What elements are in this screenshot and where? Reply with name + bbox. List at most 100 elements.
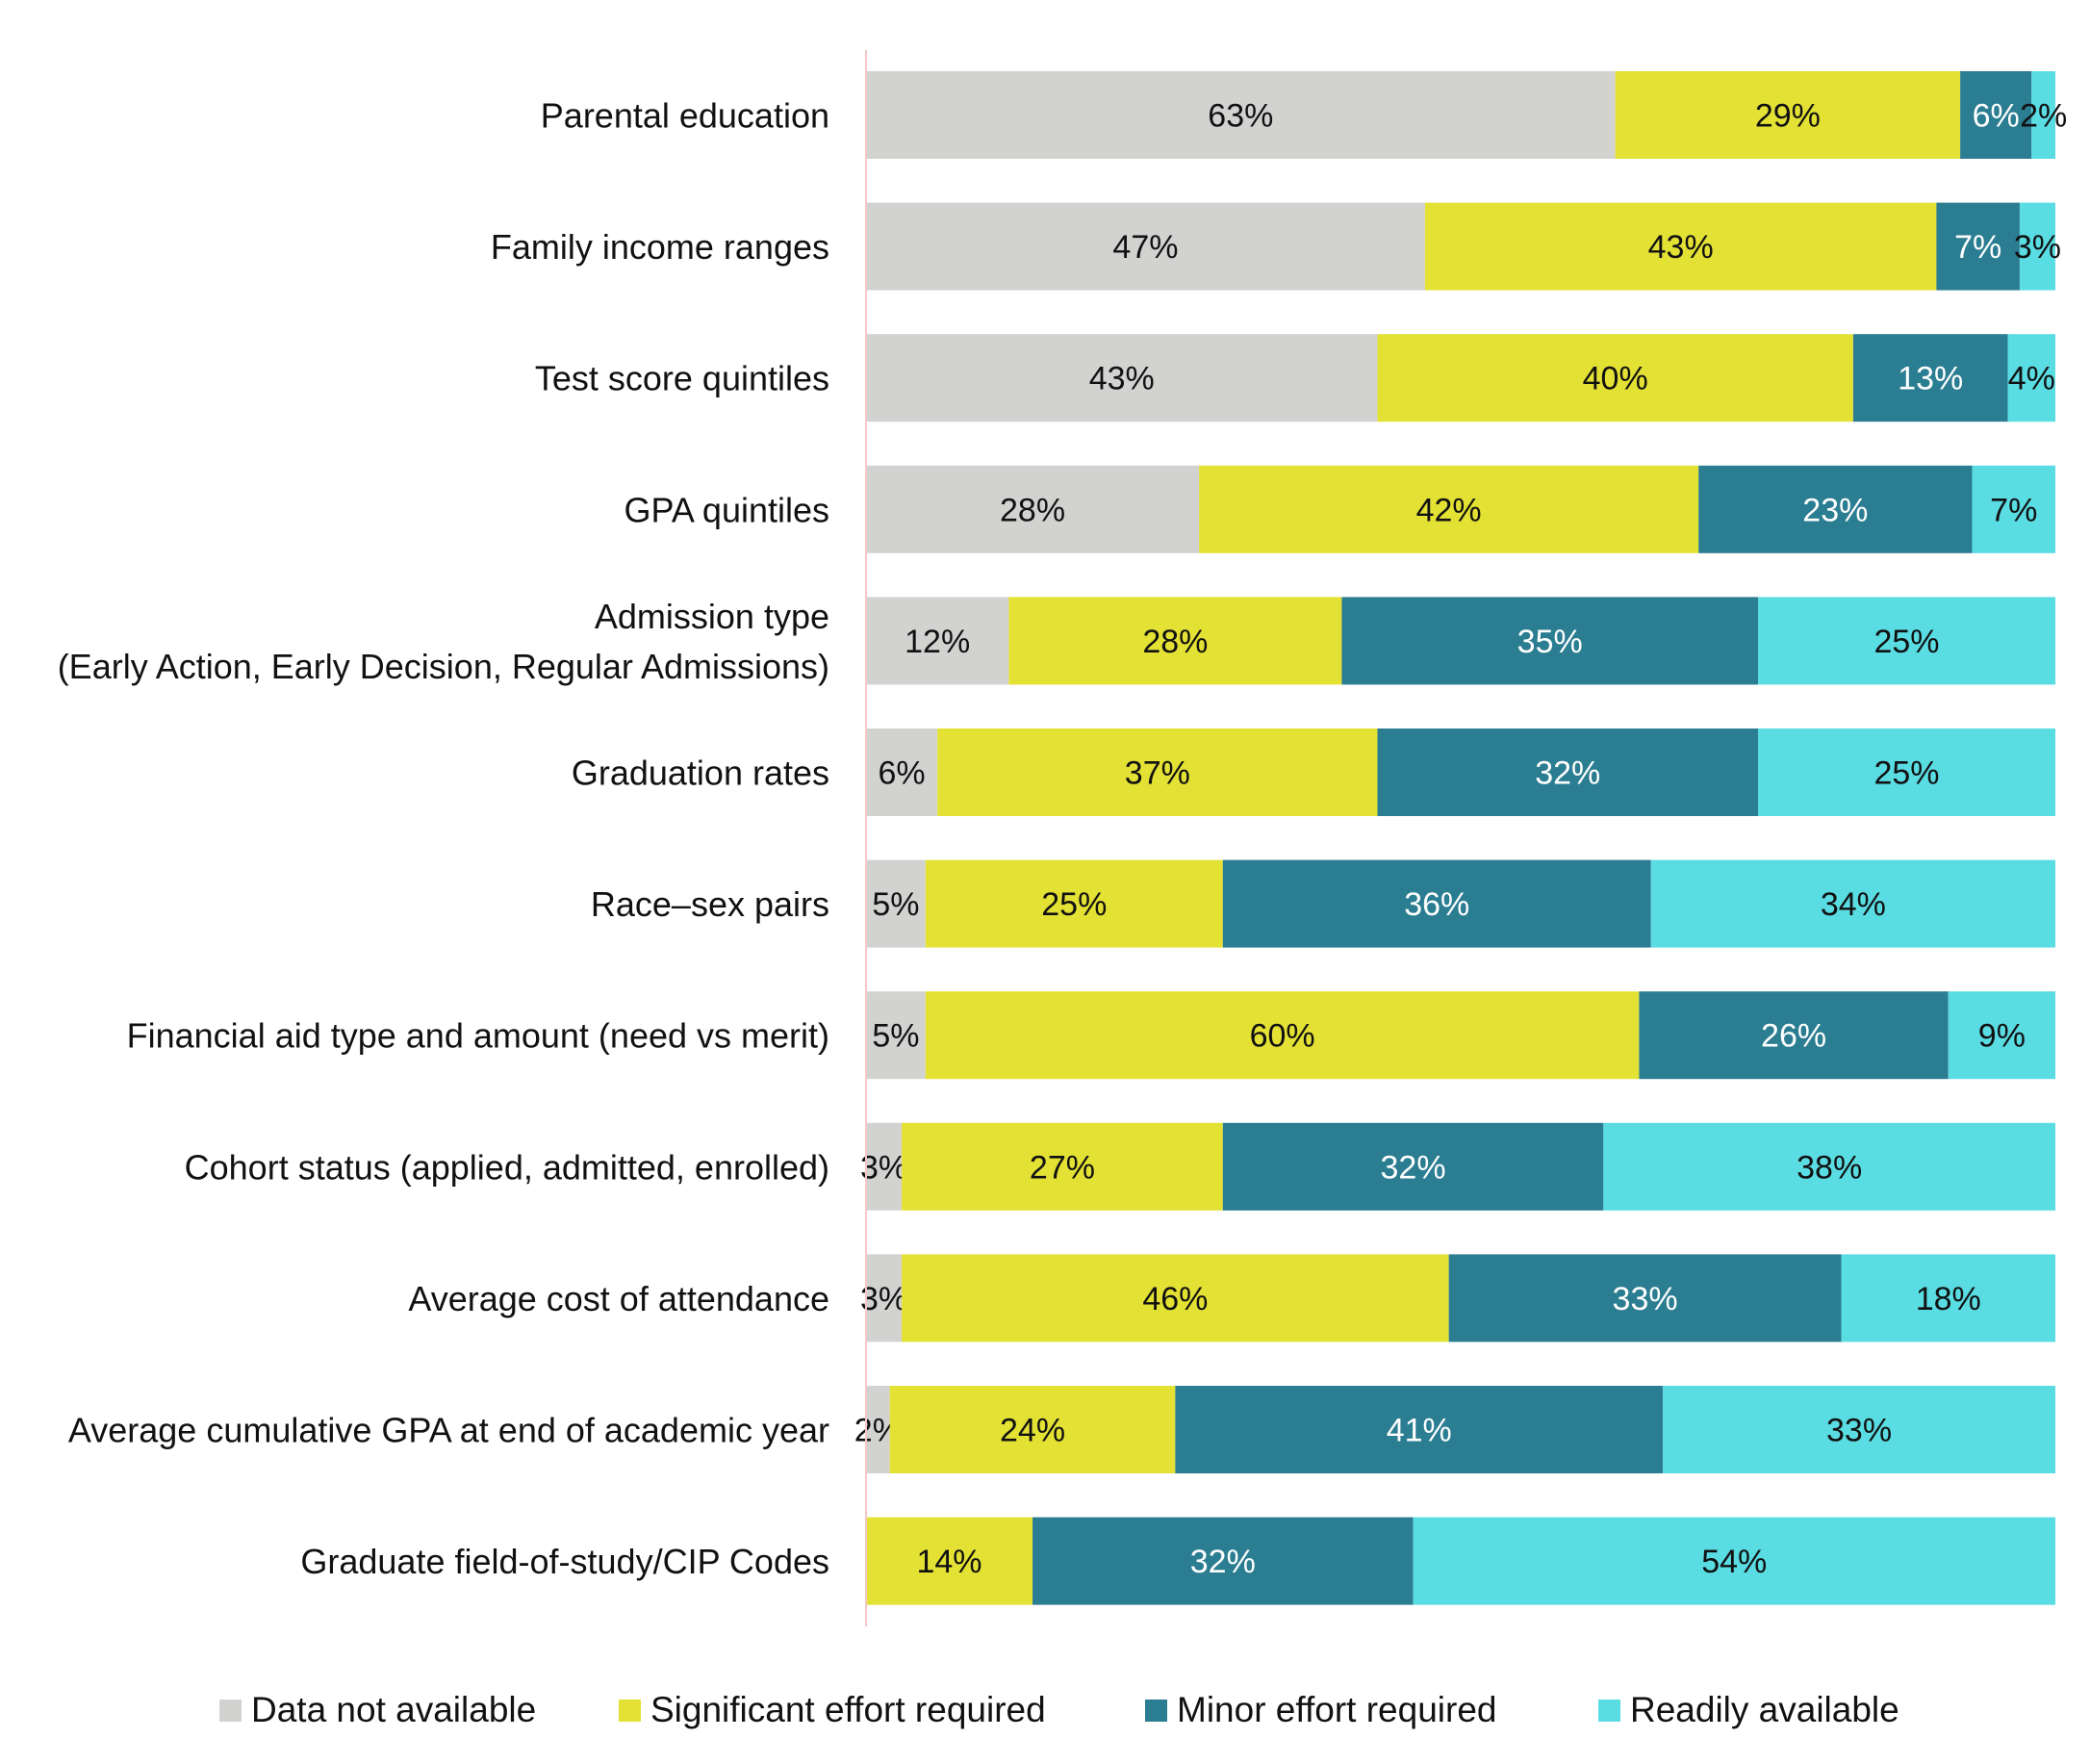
data-label: 33% <box>1613 1281 1678 1317</box>
data-label: 23% <box>1802 492 1868 528</box>
bar-segment-readily-available <box>1948 991 2055 1080</box>
bar-segment-data-not-available <box>866 202 1425 291</box>
category-label: Test score quintiles <box>535 359 829 398</box>
data-label: 13% <box>1898 361 1963 397</box>
bar-segment-data-not-available <box>866 1122 903 1211</box>
bar-segment-significant-effort-required <box>1377 334 1853 422</box>
data-label: 28% <box>1142 624 1208 660</box>
data-label: 27% <box>1030 1149 1095 1186</box>
data-label: 60% <box>1250 1018 1315 1055</box>
data-label: 41% <box>1387 1413 1452 1449</box>
data-label: 25% <box>1041 886 1107 923</box>
bar-segment-data-not-available <box>866 1254 903 1342</box>
data-label: 5% <box>872 886 919 923</box>
bar-segment-minor-effort-required <box>1222 1122 1604 1211</box>
data-label: 32% <box>1190 1544 1256 1580</box>
data-label: 38% <box>1797 1149 1862 1186</box>
bar-segment-data-not-available <box>866 729 938 816</box>
bar-segment-significant-effort-required <box>1424 202 1937 291</box>
bar-segment-significant-effort-required <box>937 729 1378 816</box>
bar-segment-readily-available <box>2007 334 2055 422</box>
category-label: Graduation rates <box>572 754 829 793</box>
legend-swatch-minor-effort-required <box>1145 1700 1167 1722</box>
legend-swatch-readily-available <box>1598 1700 1620 1722</box>
legend-label-readily-available: Readily available <box>1630 1690 1899 1729</box>
bar-segment-minor-effort-required <box>1448 1254 1842 1342</box>
bar-segment-data-not-available <box>866 1386 890 1473</box>
bar-segment-readily-available <box>2019 202 2055 291</box>
bar-segment-readily-available <box>1650 859 2055 948</box>
bar-segment-minor-effort-required <box>1377 729 1758 816</box>
bar-segment-significant-effort-required <box>925 859 1223 948</box>
bar-segment-readily-available <box>2031 71 2055 159</box>
data-label: 3% <box>2014 229 2061 266</box>
data-label: 35% <box>1517 624 1583 660</box>
bar-segment-data-not-available <box>866 597 1009 685</box>
legend-label-significant-effort-required: Significant effort required <box>650 1690 1046 1729</box>
data-label: 3% <box>860 1149 907 1186</box>
category-label: Family income ranges <box>491 227 829 267</box>
category-label: GPA quintiles <box>624 490 829 529</box>
data-label: 9% <box>1978 1018 2026 1055</box>
category-label: Admission type (Early Action, Early Decis… <box>58 597 829 686</box>
category-label: Financial aid type and amount (need vs m… <box>127 1016 829 1056</box>
bar-segment-significant-effort-required <box>866 1517 1033 1605</box>
data-label: 33% <box>1826 1413 1892 1449</box>
bar-segment-significant-effort-required <box>902 1254 1449 1342</box>
data-label: 32% <box>1535 755 1600 792</box>
data-label: 14% <box>916 1544 981 1580</box>
data-label: 29% <box>1755 98 1821 135</box>
legend: Data not available Significant effort req… <box>219 1690 1899 1729</box>
bar-segment-minor-effort-required <box>1852 334 2008 422</box>
bar-segment-data-not-available <box>866 465 1200 553</box>
bar-segment-significant-effort-required <box>1615 71 1961 159</box>
legend-label-minor-effort-required: Minor effort required <box>1177 1690 1496 1729</box>
bar-segment-data-not-available <box>866 334 1378 422</box>
category-labels-group: Parental education Family income ranges Te… <box>58 96 829 1582</box>
data-label: 4% <box>2008 361 2055 397</box>
data-label: 54% <box>1701 1544 1767 1580</box>
data-label: 12% <box>905 624 970 660</box>
data-label: 7% <box>1954 229 2001 266</box>
bar-segment-minor-effort-required <box>1639 991 1949 1080</box>
bar-segment-readily-available <box>1603 1122 2055 1211</box>
bar-segment-data-not-available <box>866 859 926 948</box>
data-label: 5% <box>872 1018 919 1055</box>
data-label: 24% <box>1000 1413 1065 1449</box>
bar-segment-readily-available <box>1663 1386 2055 1473</box>
bar-segment-data-not-available <box>866 71 1616 159</box>
data-label: 46% <box>1142 1281 1208 1317</box>
data-label: 18% <box>1916 1281 1981 1317</box>
bar-segment-minor-effort-required <box>1175 1386 1664 1473</box>
data-label: 63% <box>1208 98 1273 135</box>
bars-group: 63% 29% 6% 2%47% 43% 7% 3%43% 40% 13% 4%28% 42% 23%… <box>854 71 2067 1605</box>
bar-segment-minor-effort-required <box>1936 202 2020 291</box>
data-label: 28% <box>1000 492 1065 528</box>
bar-segment-minor-effort-required <box>1032 1517 1414 1605</box>
data-label: 32% <box>1381 1149 1446 1186</box>
category-label: Cohort status (applied, admitted, enroll… <box>185 1147 829 1187</box>
category-label: Parental education <box>541 96 829 136</box>
data-label: 2% <box>2020 98 2067 135</box>
bar-segment-data-not-available <box>866 991 926 1080</box>
bar-segment-significant-effort-required <box>902 1122 1223 1211</box>
data-label: 6% <box>1973 98 2020 135</box>
bar-segment-readily-available <box>1841 1254 2055 1342</box>
data-label: 6% <box>879 755 926 792</box>
bar-segment-readily-available <box>1758 597 2055 685</box>
bar-segment-significant-effort-required <box>1008 597 1342 685</box>
bar-segment-significant-effort-required <box>925 991 1640 1080</box>
data-label: 42% <box>1416 492 1482 528</box>
data-label: 26% <box>1761 1018 1826 1055</box>
bar-segment-minor-effort-required <box>1960 71 2032 159</box>
data-label: 36% <box>1404 886 1469 923</box>
bar-segment-readily-available <box>1972 465 2055 553</box>
data-label: 40% <box>1583 361 1648 397</box>
bar-segment-readily-available <box>1413 1517 2055 1605</box>
category-label: Graduate field-of-study/CIP Codes <box>300 1542 829 1581</box>
data-label: 34% <box>1821 886 1886 923</box>
bar-segment-minor-effort-required <box>1698 465 1973 553</box>
category-label: Average cost of attendance <box>408 1279 829 1318</box>
legend-label-data-not-available: Data not available <box>251 1690 536 1729</box>
